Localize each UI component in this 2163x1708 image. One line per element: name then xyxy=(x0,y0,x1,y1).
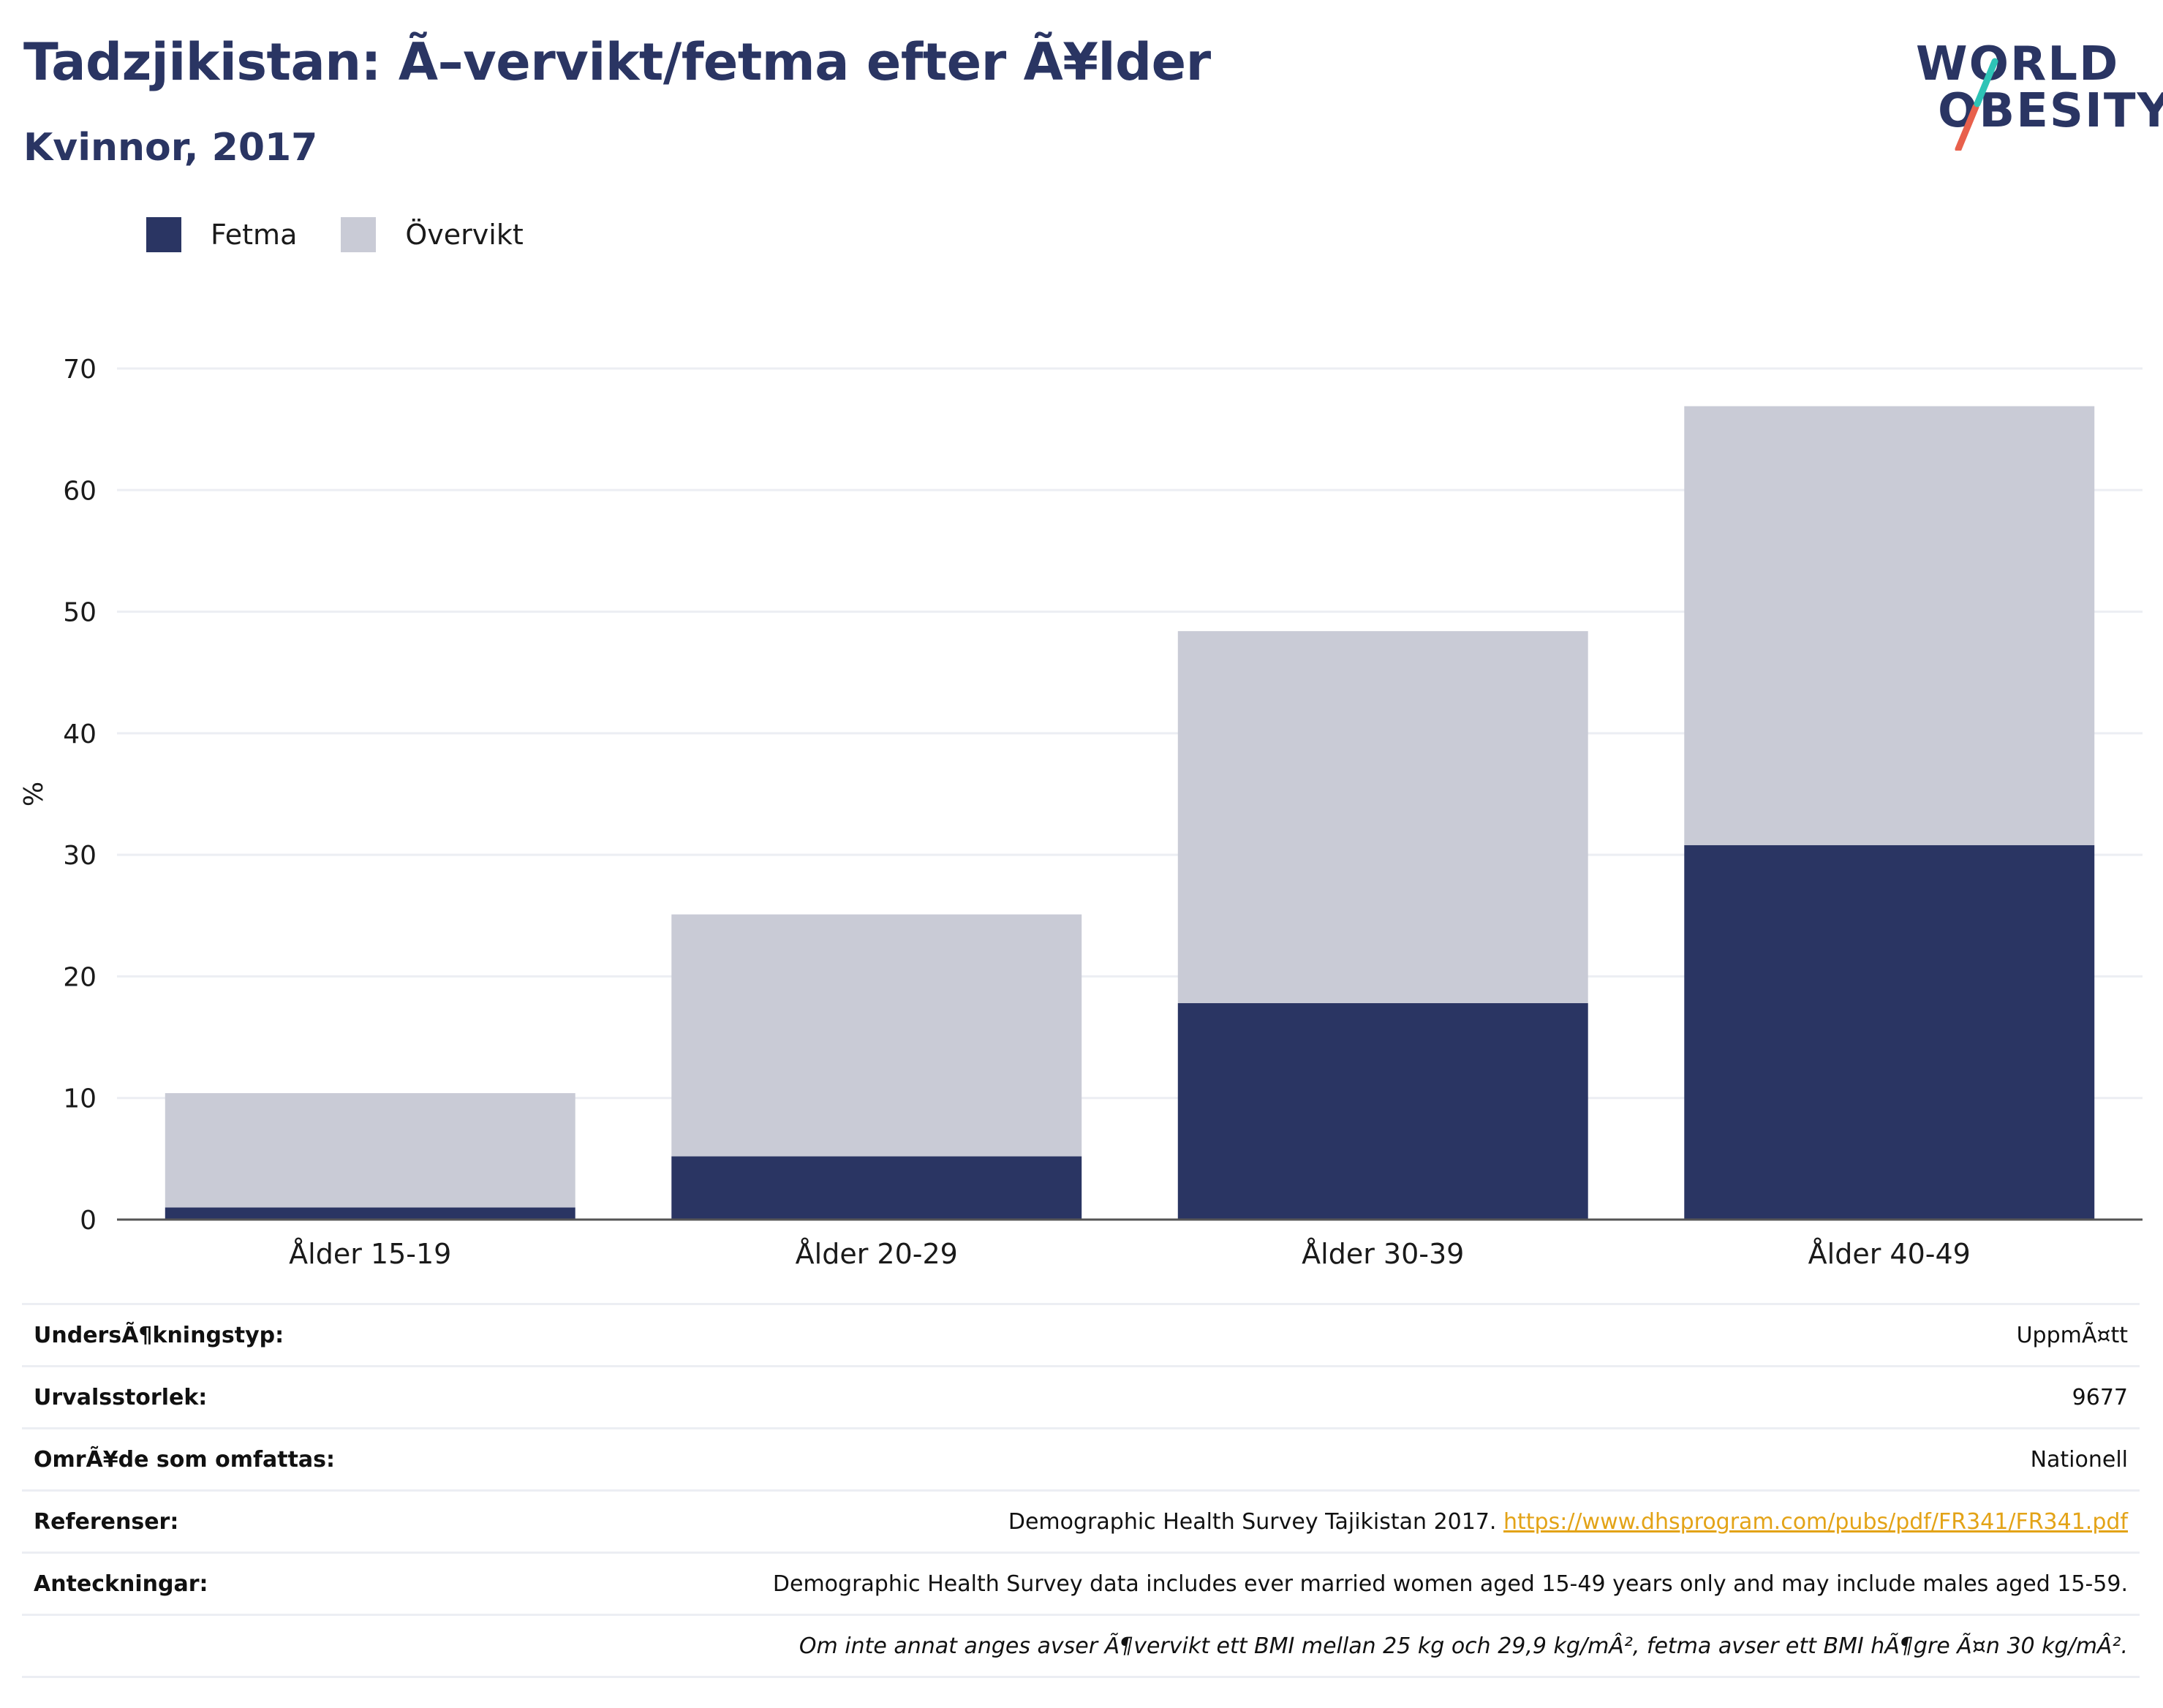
info-footnote: Om inte annat anges avser Ã¶vervikt ett … xyxy=(799,1633,2128,1659)
y-axis-label: % xyxy=(19,782,49,806)
chart-title: Tadzjikistan: Ã–vervikt/fetma efter Ã¥ld… xyxy=(23,32,1211,92)
info-row-sample-size: Urvalsstorlek: 9677 xyxy=(22,1365,2140,1427)
bar-overvikt xyxy=(165,1093,575,1208)
info-value: UppmÃ¤tt xyxy=(2016,1323,2128,1348)
bar-overvikt xyxy=(671,914,1082,1157)
y-tick-label: 60 xyxy=(63,476,97,506)
x-tick-label: Ålder 20-29 xyxy=(796,1238,958,1270)
info-label: Urvalsstorlek: xyxy=(34,1385,208,1410)
bar-overvikt xyxy=(1684,406,2095,845)
legend-swatch-overvikt xyxy=(341,217,377,252)
info-label: Referenser: xyxy=(34,1509,179,1535)
info-label: Anteckningar: xyxy=(34,1571,208,1597)
info-value: Demographic Health Survey data includes … xyxy=(772,1571,2128,1597)
info-row-notes: Anteckningar: Demographic Health Survey … xyxy=(22,1552,2140,1614)
info-value: Demographic Health Survey Tajikistan 201… xyxy=(1008,1509,2128,1535)
info-value: 9677 xyxy=(2072,1385,2128,1410)
y-tick-label: 30 xyxy=(63,841,97,871)
info-row-survey-type: UndersÃ¶kningstyp: UppmÃ¤tt xyxy=(22,1303,2140,1365)
y-tick-label: 40 xyxy=(63,719,97,749)
y-tick-label: 10 xyxy=(63,1084,97,1114)
y-tick-label: 70 xyxy=(63,355,97,385)
bar-fetma xyxy=(671,1156,1082,1220)
bar-fetma xyxy=(165,1207,575,1220)
info-row-references: Referenser: Demographic Health Survey Ta… xyxy=(22,1489,2140,1552)
legend-item-overvikt[interactable]: Övervikt xyxy=(341,217,524,252)
y-tick-label: 20 xyxy=(63,962,97,992)
chart-subtitle: Kvinnor, 2017 xyxy=(23,126,318,170)
legend-label-overvikt: Övervikt xyxy=(405,219,524,251)
info-row-footnote: Om inte annat anges avser Ã¶vervikt ett … xyxy=(22,1614,2140,1678)
bar-overvikt xyxy=(1177,631,1588,1004)
legend-label-fetma: Fetma xyxy=(211,219,298,251)
reference-link[interactable]: https://www.dhsprogram.com/pubs/pdf/FR34… xyxy=(1503,1509,2128,1535)
bar-fetma xyxy=(1177,1003,1588,1220)
y-tick-label: 50 xyxy=(63,598,97,628)
info-label: OmrÃ¥de som omfattas: xyxy=(34,1447,336,1473)
info-table: UndersÃ¶kningstyp: UppmÃ¤tt Urvalsstorle… xyxy=(22,1303,2140,1678)
y-tick-label: 0 xyxy=(80,1206,97,1236)
x-tick-label: Ålder 40-49 xyxy=(1808,1238,1971,1270)
world-obesity-logo: WORLD OBESITY xyxy=(1916,37,2163,151)
legend-swatch-fetma xyxy=(146,217,181,252)
x-tick-label: Ålder 15-19 xyxy=(289,1238,451,1270)
info-value: Nationell xyxy=(2030,1447,2128,1473)
chart-legend: Fetma Övervikt xyxy=(146,216,567,253)
stacked-bar-chart: 0 10 20 30 40 50 60 70% Ålder 15-19 Ålder 20-29 Ål… xyxy=(19,355,2143,1270)
x-tick-label: Ålder 30-39 xyxy=(1302,1238,1464,1270)
logo-word-1: WORLD xyxy=(1916,37,2120,91)
legend-item-fetma[interactable]: Fetma xyxy=(146,217,297,252)
bar-fetma xyxy=(1684,844,2095,1220)
logo-slash-icon xyxy=(1955,58,1998,151)
info-row-area: OmrÃ¥de som omfattas: Nationell xyxy=(22,1427,2140,1489)
info-label: UndersÃ¶kningstyp: xyxy=(34,1323,284,1348)
reference-text: Demographic Health Survey Tajikistan 201… xyxy=(1008,1509,1503,1535)
